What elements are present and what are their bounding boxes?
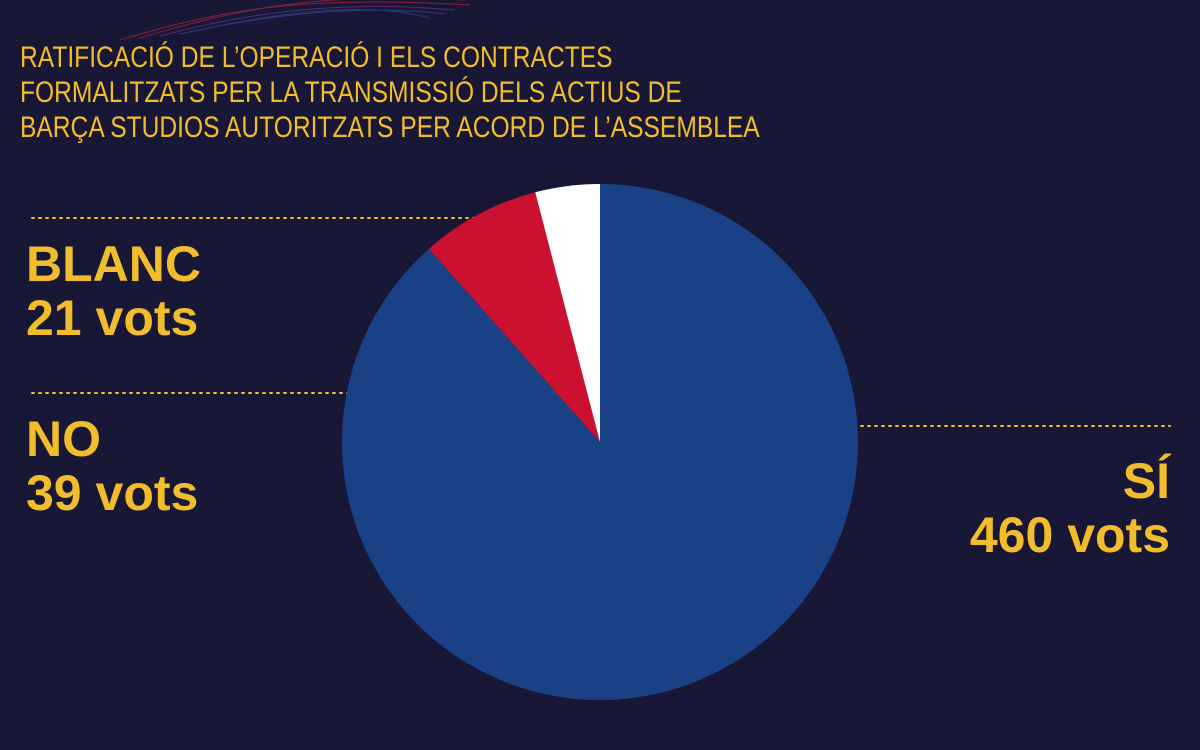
pie-slice — [535, 184, 600, 442]
decoration — [119, 0, 471, 41]
pie-slice — [428, 192, 600, 442]
slice-label: NO — [26, 411, 101, 467]
chart-title: BARÇA STUDIOS AUTORITZATS PER ACORD DE L… — [20, 110, 760, 144]
title-group: RATIFICACIÓ DE L’OPERACIÓ I ELS CONTRACT… — [20, 40, 760, 144]
value-label: 39 vots — [26, 465, 198, 521]
pie — [341, 184, 858, 700]
slice-label: SÍ — [1123, 453, 1171, 509]
chart-title: FORMALITZATS PER LA TRANSMISSIÓ DELS ACT… — [20, 75, 682, 109]
value-label: 21 vots — [26, 290, 198, 346]
value-label: 460 vots — [970, 507, 1170, 563]
slice-label: BLANC — [26, 236, 201, 292]
chart-title: RATIFICACIÓ DE L’OPERACIÓ I ELS CONTRACT… — [20, 40, 613, 74]
